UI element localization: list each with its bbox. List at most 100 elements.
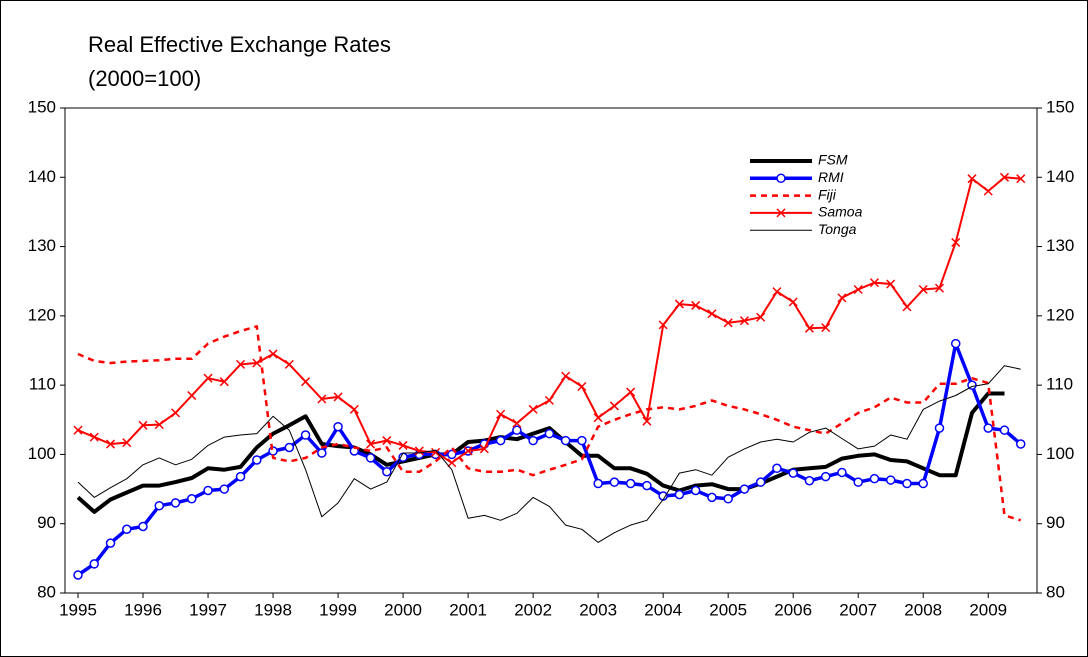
point-marker xyxy=(154,420,164,430)
point-marker xyxy=(236,359,246,369)
series-line xyxy=(77,365,1021,543)
series-line xyxy=(77,325,1022,522)
point-marker xyxy=(674,489,685,500)
y-tick-label: 140 xyxy=(28,167,56,186)
point-marker xyxy=(528,404,538,414)
point-marker xyxy=(300,430,311,440)
point-marker xyxy=(918,284,928,295)
x-tick-label: 2003 xyxy=(579,600,617,619)
x-tick-label: 2001 xyxy=(449,600,487,619)
point-marker xyxy=(1015,439,1026,449)
point-marker xyxy=(333,392,343,402)
point-marker xyxy=(1016,174,1026,184)
point-marker xyxy=(837,467,847,478)
point-marker xyxy=(869,473,880,484)
y2-tick-label: 100 xyxy=(1046,444,1074,463)
y-tick-label: 150 xyxy=(28,97,56,116)
x-tick-label: 2005 xyxy=(709,600,747,619)
point-marker xyxy=(317,394,327,404)
point-marker xyxy=(772,463,782,474)
point-marker xyxy=(626,387,636,397)
point-marker xyxy=(951,237,961,247)
x-tick-label: 2002 xyxy=(514,600,552,619)
x-tick-label: 1999 xyxy=(319,600,357,619)
point-marker xyxy=(999,425,1010,435)
point-marker xyxy=(235,471,246,482)
point-marker xyxy=(122,438,132,448)
y-tick-label: 110 xyxy=(29,375,56,394)
chart-title: Real Effective Exchange Rates xyxy=(88,32,391,57)
point-marker xyxy=(495,435,506,446)
point-marker xyxy=(512,418,522,428)
x-tick-label: 2008 xyxy=(904,600,942,619)
point-marker xyxy=(902,302,912,312)
point-marker xyxy=(187,494,197,504)
point-marker xyxy=(820,471,831,482)
series xyxy=(73,338,1026,580)
y2-tick-label: 130 xyxy=(1046,236,1074,255)
legend-label: Fiji xyxy=(818,186,837,202)
x-tick-label: 1996 xyxy=(124,600,162,619)
point-marker xyxy=(105,538,116,548)
point-marker xyxy=(593,413,603,423)
x-tick-label: 2000 xyxy=(384,600,422,619)
point-marker xyxy=(934,283,945,293)
point-marker xyxy=(886,279,896,289)
point-marker xyxy=(170,498,181,508)
chart-subtitle: (2000=100) xyxy=(88,66,201,91)
point-marker xyxy=(431,447,441,457)
point-marker xyxy=(170,408,181,418)
y-tick-label: 80 xyxy=(37,582,56,601)
point-marker xyxy=(382,436,392,446)
y2-tick-label: 150 xyxy=(1046,97,1074,116)
point-marker xyxy=(577,435,587,446)
point-marker xyxy=(983,423,993,433)
series xyxy=(73,172,1026,468)
point-marker xyxy=(219,377,229,387)
y-tick-label: 100 xyxy=(28,444,56,463)
series xyxy=(77,365,1021,543)
point-marker xyxy=(983,186,993,196)
point-marker xyxy=(999,172,1010,182)
point-marker xyxy=(885,475,896,485)
point-marker xyxy=(804,323,814,333)
point-marker xyxy=(496,409,506,419)
point-marker xyxy=(739,484,750,494)
x-tick-label: 1997 xyxy=(189,600,227,619)
y2-tick-label: 140 xyxy=(1046,167,1074,186)
point-marker xyxy=(544,395,554,405)
point-marker xyxy=(674,299,684,309)
point-marker xyxy=(268,349,278,359)
series xyxy=(77,325,1022,522)
point-marker xyxy=(658,320,668,330)
point-marker xyxy=(691,300,701,310)
x-tick-label: 2006 xyxy=(774,600,812,619)
point-marker xyxy=(252,455,262,465)
x-tick-label: 2004 xyxy=(644,600,682,619)
point-marker xyxy=(479,444,489,454)
point-marker xyxy=(89,432,99,442)
point-marker xyxy=(463,446,473,456)
legend-marker xyxy=(776,208,786,218)
point-marker xyxy=(561,371,571,381)
point-marker xyxy=(252,358,262,368)
point-marker xyxy=(560,435,571,446)
point-marker xyxy=(967,174,977,184)
point-marker xyxy=(821,323,831,333)
point-marker xyxy=(447,449,457,460)
point-marker xyxy=(804,476,815,486)
point-marker xyxy=(284,442,295,453)
point-marker xyxy=(772,287,782,297)
point-marker xyxy=(349,404,359,414)
point-marker xyxy=(755,477,766,487)
point-marker xyxy=(934,423,945,433)
point-marker xyxy=(398,440,408,450)
x-tick-label: 1998 xyxy=(254,600,292,619)
point-marker xyxy=(333,421,343,432)
point-marker xyxy=(366,439,376,449)
point-marker xyxy=(219,484,230,494)
point-marker xyxy=(869,278,879,288)
point-marker xyxy=(73,425,83,435)
